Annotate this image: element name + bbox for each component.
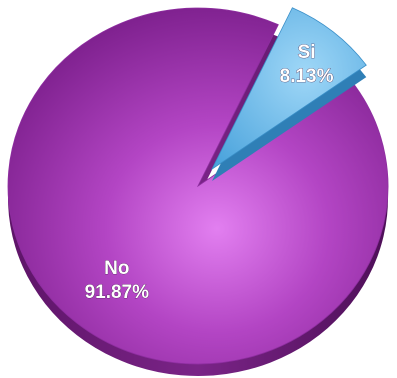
slice-label-no: No: [104, 258, 129, 279]
pie-slice-no: [7, 7, 389, 365]
slice-label-si: Si: [298, 42, 316, 63]
slice-value-si: 8.13%: [280, 66, 334, 87]
pie-slice-si: [210, 7, 367, 171]
slice-value-no: 91.87%: [85, 282, 150, 303]
